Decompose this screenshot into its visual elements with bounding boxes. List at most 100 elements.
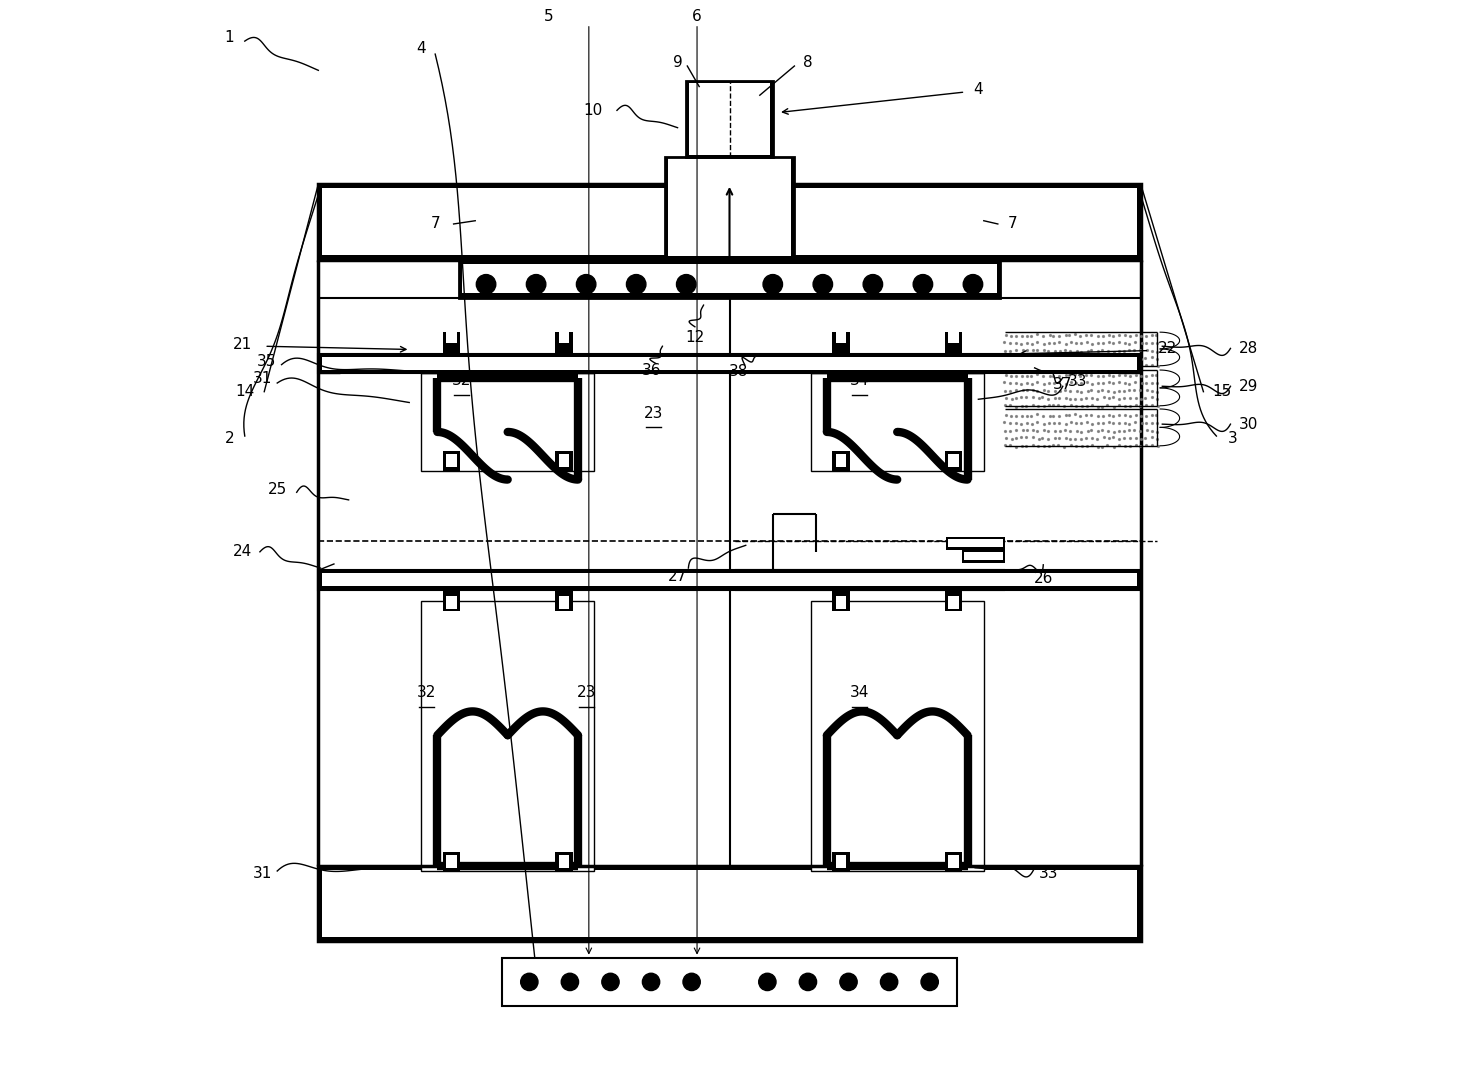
Bar xyxy=(832,332,849,354)
Circle shape xyxy=(864,275,883,294)
Bar xyxy=(556,451,572,471)
Circle shape xyxy=(800,974,817,991)
Circle shape xyxy=(813,275,833,294)
Text: 23: 23 xyxy=(643,406,664,421)
Bar xyxy=(559,454,569,467)
Circle shape xyxy=(921,974,938,991)
Bar xyxy=(321,870,1138,937)
Text: 24: 24 xyxy=(233,544,252,559)
Bar xyxy=(665,157,794,260)
Bar xyxy=(668,157,791,256)
Bar xyxy=(832,852,849,871)
Bar xyxy=(836,596,846,609)
Bar xyxy=(446,596,457,609)
Text: 35: 35 xyxy=(257,354,276,369)
Text: 3: 3 xyxy=(1228,431,1237,446)
Text: 31: 31 xyxy=(252,866,271,881)
Bar xyxy=(559,855,569,868)
Text: 28: 28 xyxy=(1239,341,1259,356)
Bar xyxy=(556,852,572,871)
Bar xyxy=(446,330,457,343)
Bar xyxy=(832,590,849,611)
Circle shape xyxy=(677,275,696,294)
Text: 22: 22 xyxy=(1158,341,1177,356)
Bar xyxy=(948,539,1004,547)
Bar xyxy=(811,601,983,871)
Text: 30: 30 xyxy=(1239,417,1259,432)
Circle shape xyxy=(601,974,619,991)
Text: 7: 7 xyxy=(1008,216,1018,232)
Bar xyxy=(948,596,959,609)
Bar xyxy=(442,451,460,471)
Bar xyxy=(318,866,1141,941)
Bar xyxy=(318,570,1141,590)
Circle shape xyxy=(913,275,932,294)
Bar xyxy=(559,596,569,609)
Text: 15: 15 xyxy=(1212,384,1231,399)
Bar xyxy=(948,330,959,343)
Text: 12: 12 xyxy=(686,330,705,345)
Bar xyxy=(556,332,572,354)
Circle shape xyxy=(576,275,595,294)
Bar xyxy=(945,852,961,871)
Bar xyxy=(318,354,1141,373)
Circle shape xyxy=(759,974,776,991)
Bar xyxy=(556,590,572,611)
Bar xyxy=(836,454,846,467)
Circle shape xyxy=(562,974,579,991)
Text: 31: 31 xyxy=(252,371,271,386)
Bar xyxy=(321,573,1138,586)
Bar xyxy=(460,260,999,298)
Circle shape xyxy=(476,275,496,294)
Text: 32: 32 xyxy=(451,373,471,388)
Circle shape xyxy=(642,974,659,991)
Bar xyxy=(948,855,959,868)
Bar xyxy=(686,81,773,157)
Text: 38: 38 xyxy=(728,364,748,379)
Circle shape xyxy=(963,275,983,294)
Bar xyxy=(811,373,983,471)
Bar xyxy=(446,454,457,467)
Bar xyxy=(964,552,1004,560)
Bar xyxy=(321,357,1138,370)
Text: 5: 5 xyxy=(544,9,553,24)
Bar xyxy=(422,373,594,471)
Text: 25: 25 xyxy=(267,481,287,497)
Bar xyxy=(832,451,849,471)
Text: 4: 4 xyxy=(973,82,983,97)
Bar xyxy=(948,454,959,467)
Bar xyxy=(945,451,961,471)
Bar xyxy=(460,260,999,298)
Text: 32: 32 xyxy=(417,685,436,700)
Text: 34: 34 xyxy=(849,373,870,388)
Bar xyxy=(836,855,846,868)
Bar xyxy=(442,852,460,871)
Bar xyxy=(442,332,460,354)
Bar xyxy=(321,188,1138,255)
Text: 34: 34 xyxy=(849,685,870,700)
Bar xyxy=(961,550,1005,563)
Bar xyxy=(690,83,769,155)
Bar xyxy=(318,354,1141,373)
Text: 6: 6 xyxy=(692,9,702,24)
Text: 21: 21 xyxy=(233,337,252,352)
Text: 10: 10 xyxy=(584,103,603,118)
Text: 7: 7 xyxy=(430,216,441,232)
Circle shape xyxy=(626,275,646,294)
Circle shape xyxy=(683,974,700,991)
Text: 36: 36 xyxy=(642,362,661,378)
Bar xyxy=(945,332,961,354)
Bar xyxy=(318,866,1141,941)
Text: 37: 37 xyxy=(1053,377,1072,392)
Bar xyxy=(945,537,1005,550)
Bar xyxy=(318,184,1141,260)
Text: 33: 33 xyxy=(1039,866,1058,881)
Circle shape xyxy=(880,974,897,991)
Bar xyxy=(318,184,1141,260)
Bar xyxy=(502,958,957,1006)
Text: 23: 23 xyxy=(576,685,597,700)
Text: 2: 2 xyxy=(225,431,235,446)
Text: 1: 1 xyxy=(225,30,235,45)
Bar xyxy=(463,264,996,293)
Bar xyxy=(559,330,569,343)
